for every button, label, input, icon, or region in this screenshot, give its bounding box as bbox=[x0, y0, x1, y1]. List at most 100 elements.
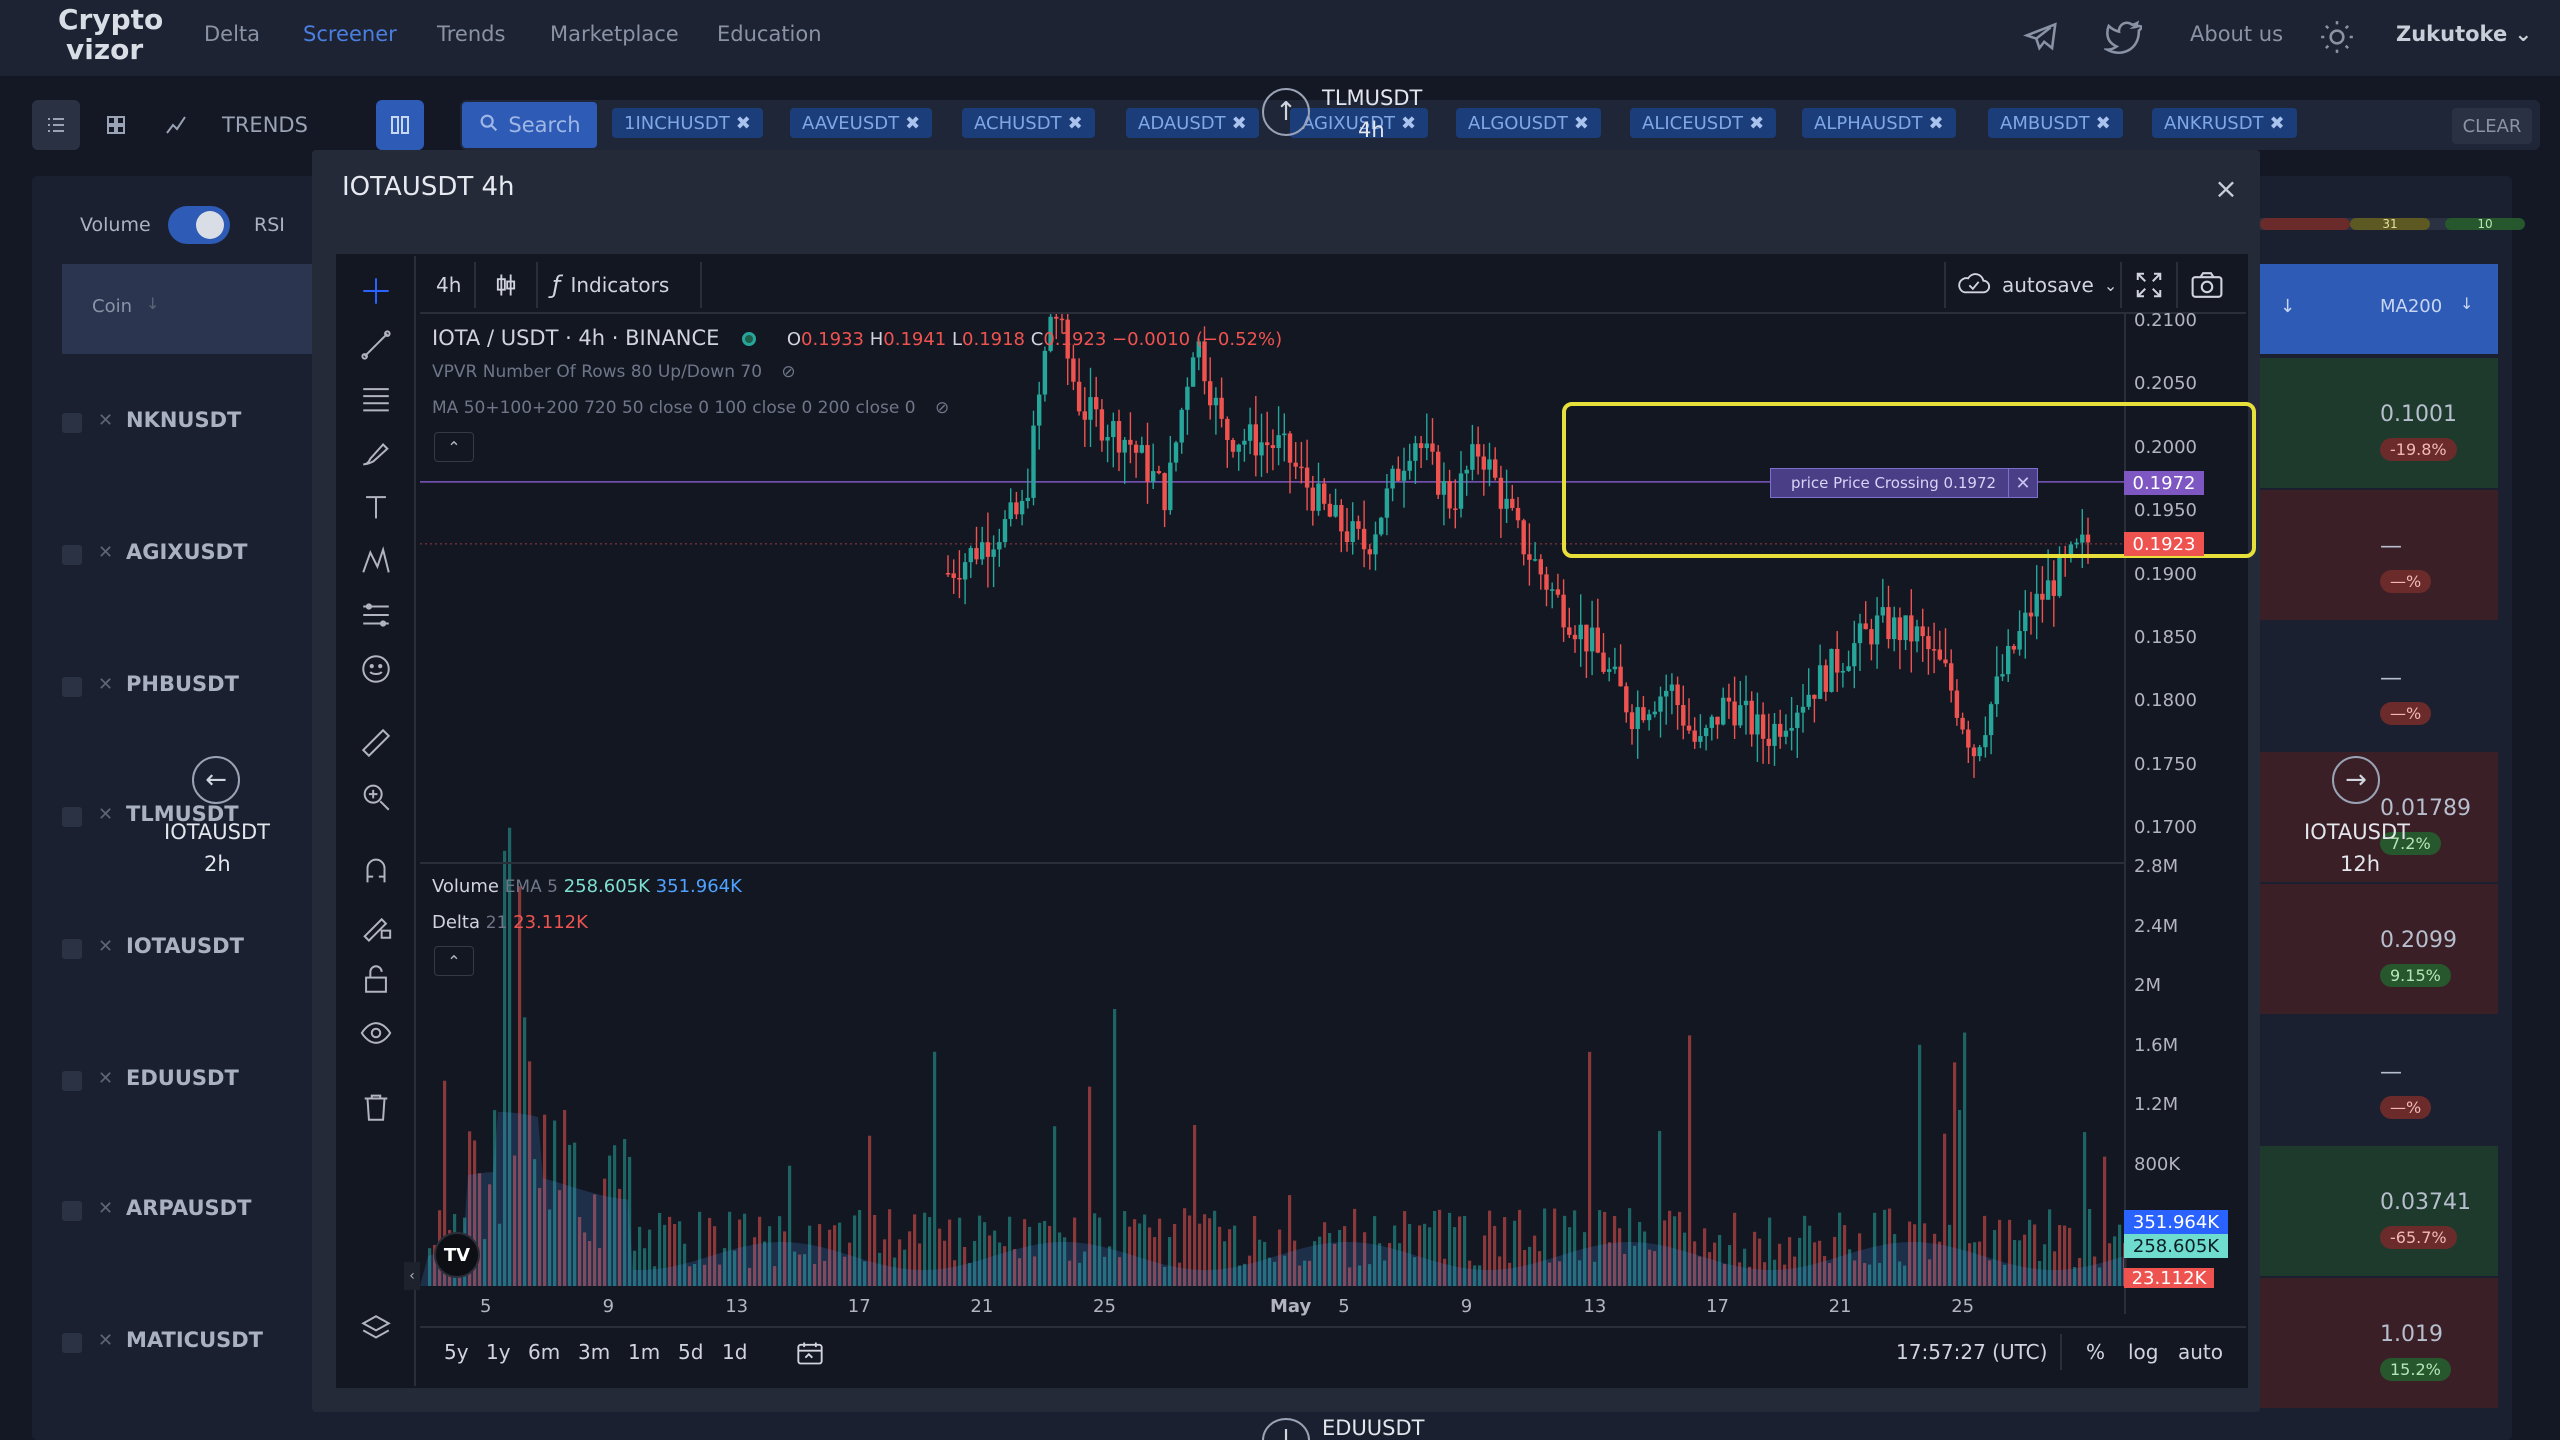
close-icon[interactable]: ✖ bbox=[2095, 112, 2111, 134]
checkbox[interactable] bbox=[62, 1201, 82, 1221]
range-button-1y[interactable]: 1y bbox=[486, 1340, 511, 1364]
clear-button[interactable]: CLEAR bbox=[2452, 108, 2532, 144]
interval-button[interactable]: 4h bbox=[436, 273, 462, 297]
percent-scale-button[interactable]: % bbox=[2086, 1340, 2106, 1364]
eye-off-icon[interactable]: ⊘ bbox=[934, 398, 950, 418]
table-row[interactable]: ✕ ARPAUSDT bbox=[62, 1146, 312, 1276]
close-icon[interactable]: ✕ bbox=[98, 674, 114, 695]
filter-chip[interactable]: AMBUSDT ✖ bbox=[1988, 108, 2123, 138]
navigate-right-button[interactable]: → bbox=[2332, 756, 2380, 804]
collapse-volume-legend-button[interactable]: ⌃ bbox=[434, 946, 474, 976]
magnet-icon[interactable] bbox=[355, 850, 397, 892]
ma-legend[interactable]: MA 50+100+200 720 50 close 0 100 close 0… bbox=[432, 398, 949, 418]
table-row[interactable]: ✕ IOTAUSDT bbox=[62, 884, 312, 1014]
ruler-icon[interactable] bbox=[355, 722, 397, 764]
pane-divider[interactable] bbox=[420, 862, 2124, 864]
logo[interactable]: Crypto vizor bbox=[58, 6, 168, 70]
user-menu[interactable]: Zukutoke ⌄ bbox=[2396, 22, 2532, 46]
eye-icon[interactable] bbox=[355, 1012, 397, 1054]
zoom-in-icon[interactable] bbox=[355, 776, 397, 818]
ma200-column-header[interactable]: ↓ MA200 ↓ bbox=[2250, 264, 2498, 354]
close-icon[interactable]: ✕ bbox=[98, 804, 114, 825]
date-range-icon[interactable] bbox=[796, 1340, 824, 1371]
close-icon[interactable]: ✖ bbox=[2269, 112, 2285, 134]
checkbox[interactable] bbox=[62, 545, 82, 565]
close-icon[interactable]: ✖ bbox=[1573, 112, 1590, 134]
filter-chip[interactable]: ALICEUSDT ✖ bbox=[1630, 108, 1777, 138]
list-view-button[interactable] bbox=[32, 100, 80, 150]
checkbox[interactable] bbox=[62, 939, 82, 959]
grid-view-button[interactable] bbox=[92, 100, 140, 150]
checkbox[interactable] bbox=[62, 677, 82, 697]
nav-screener[interactable]: Screener bbox=[303, 22, 397, 46]
search-button[interactable]: Search bbox=[462, 102, 597, 148]
modal-close-button[interactable]: × bbox=[2210, 172, 2242, 205]
auto-scale-button[interactable]: auto bbox=[2178, 1340, 2224, 1364]
checkbox[interactable] bbox=[62, 807, 82, 827]
remove-alert-button[interactable]: ✕ bbox=[2008, 468, 2038, 498]
autosave-button[interactable]: autosave ⌄ bbox=[1956, 256, 2117, 314]
checkbox[interactable] bbox=[62, 413, 82, 433]
trends-label[interactable]: TRENDS bbox=[222, 113, 308, 137]
telegram-icon[interactable] bbox=[2022, 18, 2060, 56]
fullscreen-icon[interactable] bbox=[2134, 256, 2164, 314]
table-row[interactable]: ✕ TLMUSDT bbox=[62, 752, 312, 882]
collapse-toolbar-button[interactable]: ‹ bbox=[404, 1262, 420, 1290]
filter-chip[interactable]: 1INCHUSDT ✖ bbox=[612, 108, 763, 138]
fib-lines-icon[interactable] bbox=[355, 378, 397, 420]
layers-icon[interactable] bbox=[355, 1308, 397, 1350]
coin-column-header[interactable]: Coin ↓ bbox=[62, 264, 312, 354]
checkbox[interactable] bbox=[62, 1333, 82, 1353]
close-icon[interactable]: ✖ bbox=[1749, 112, 1765, 134]
filter-chip[interactable]: ALGOUSDT ✖ bbox=[1456, 108, 1602, 138]
filter-chip[interactable]: ADAUSDT ✖ bbox=[1126, 108, 1259, 138]
pattern-icon[interactable] bbox=[355, 540, 397, 582]
table-row[interactable]: ✕ EDUUSDT bbox=[62, 1016, 312, 1146]
twitter-icon[interactable] bbox=[2102, 18, 2144, 56]
navigate-up-button[interactable]: ↑ bbox=[1262, 88, 1310, 136]
close-icon[interactable]: ✕ bbox=[98, 1330, 114, 1351]
volume-legend[interactable]: Volume EMA 5 258.605K 351.964K bbox=[432, 876, 742, 897]
close-icon[interactable]: ✕ bbox=[98, 1068, 114, 1089]
range-button-6m[interactable]: 6m bbox=[528, 1340, 561, 1364]
camera-icon[interactable] bbox=[2190, 256, 2224, 314]
range-button-3m[interactable]: 3m bbox=[578, 1340, 611, 1364]
trash-icon[interactable] bbox=[355, 1086, 397, 1128]
filter-chip[interactable]: ANKRUSDT ✖ bbox=[2152, 108, 2297, 138]
range-button-5y[interactable]: 5y bbox=[444, 1340, 469, 1364]
symbol-label[interactable]: IOTA / USDT · 4h · BINANCE bbox=[432, 326, 720, 350]
table-row[interactable]: ✕ NKNUSDT bbox=[62, 358, 312, 488]
nav-education[interactable]: Education bbox=[717, 22, 822, 46]
range-button-1d[interactable]: 1d bbox=[722, 1340, 748, 1364]
eye-off-icon[interactable]: ⊘ bbox=[781, 362, 796, 382]
close-icon[interactable]: ✕ bbox=[98, 542, 114, 563]
volume-rsi-toggle[interactable] bbox=[168, 206, 230, 244]
close-icon[interactable]: ✖ bbox=[1928, 112, 1944, 134]
text-icon[interactable] bbox=[355, 486, 397, 528]
filter-chip[interactable]: ALPHAUSDT ✖ bbox=[1802, 108, 1956, 138]
close-icon[interactable]: ✕ bbox=[98, 936, 114, 957]
close-icon[interactable]: ✕ bbox=[98, 410, 114, 431]
indicators-button[interactable]: ƒ Indicators bbox=[552, 256, 669, 314]
trendline-icon[interactable] bbox=[355, 324, 397, 366]
range-button-1m[interactable]: 1m bbox=[628, 1340, 661, 1364]
about-us-link[interactable]: About us bbox=[2190, 22, 2284, 46]
price-alert-label[interactable]: price Price Crossing 0.1972 bbox=[1770, 468, 2038, 498]
filter-chip[interactable]: ACHUSDT ✖ bbox=[962, 108, 1095, 138]
vpvr-legend[interactable]: VPVR Number Of Rows 80 Up/Down 70 ⊘ bbox=[432, 362, 796, 382]
filter-chip[interactable]: AGIXUSDT ✖ bbox=[1290, 108, 1429, 138]
emoji-icon[interactable] bbox=[355, 648, 397, 690]
trends-chart-icon[interactable] bbox=[152, 100, 200, 150]
close-icon[interactable]: ✖ bbox=[1231, 112, 1247, 134]
range-button-5d[interactable]: 5d bbox=[678, 1340, 704, 1364]
close-icon[interactable]: ✖ bbox=[1401, 112, 1417, 134]
crosshair-icon[interactable] bbox=[355, 270, 397, 312]
price-chart[interactable] bbox=[420, 314, 2246, 1326]
table-row[interactable]: ✕ MATICUSDT bbox=[62, 1278, 312, 1408]
navigate-left-button[interactable]: ← bbox=[192, 756, 240, 804]
checkbox[interactable] bbox=[62, 1071, 82, 1091]
close-icon[interactable]: ✖ bbox=[905, 112, 921, 134]
nav-marketplace[interactable]: Marketplace bbox=[550, 22, 679, 46]
filter-chip[interactable]: AAVEUSDT ✖ bbox=[790, 108, 933, 138]
lock-icon[interactable] bbox=[355, 958, 397, 1000]
